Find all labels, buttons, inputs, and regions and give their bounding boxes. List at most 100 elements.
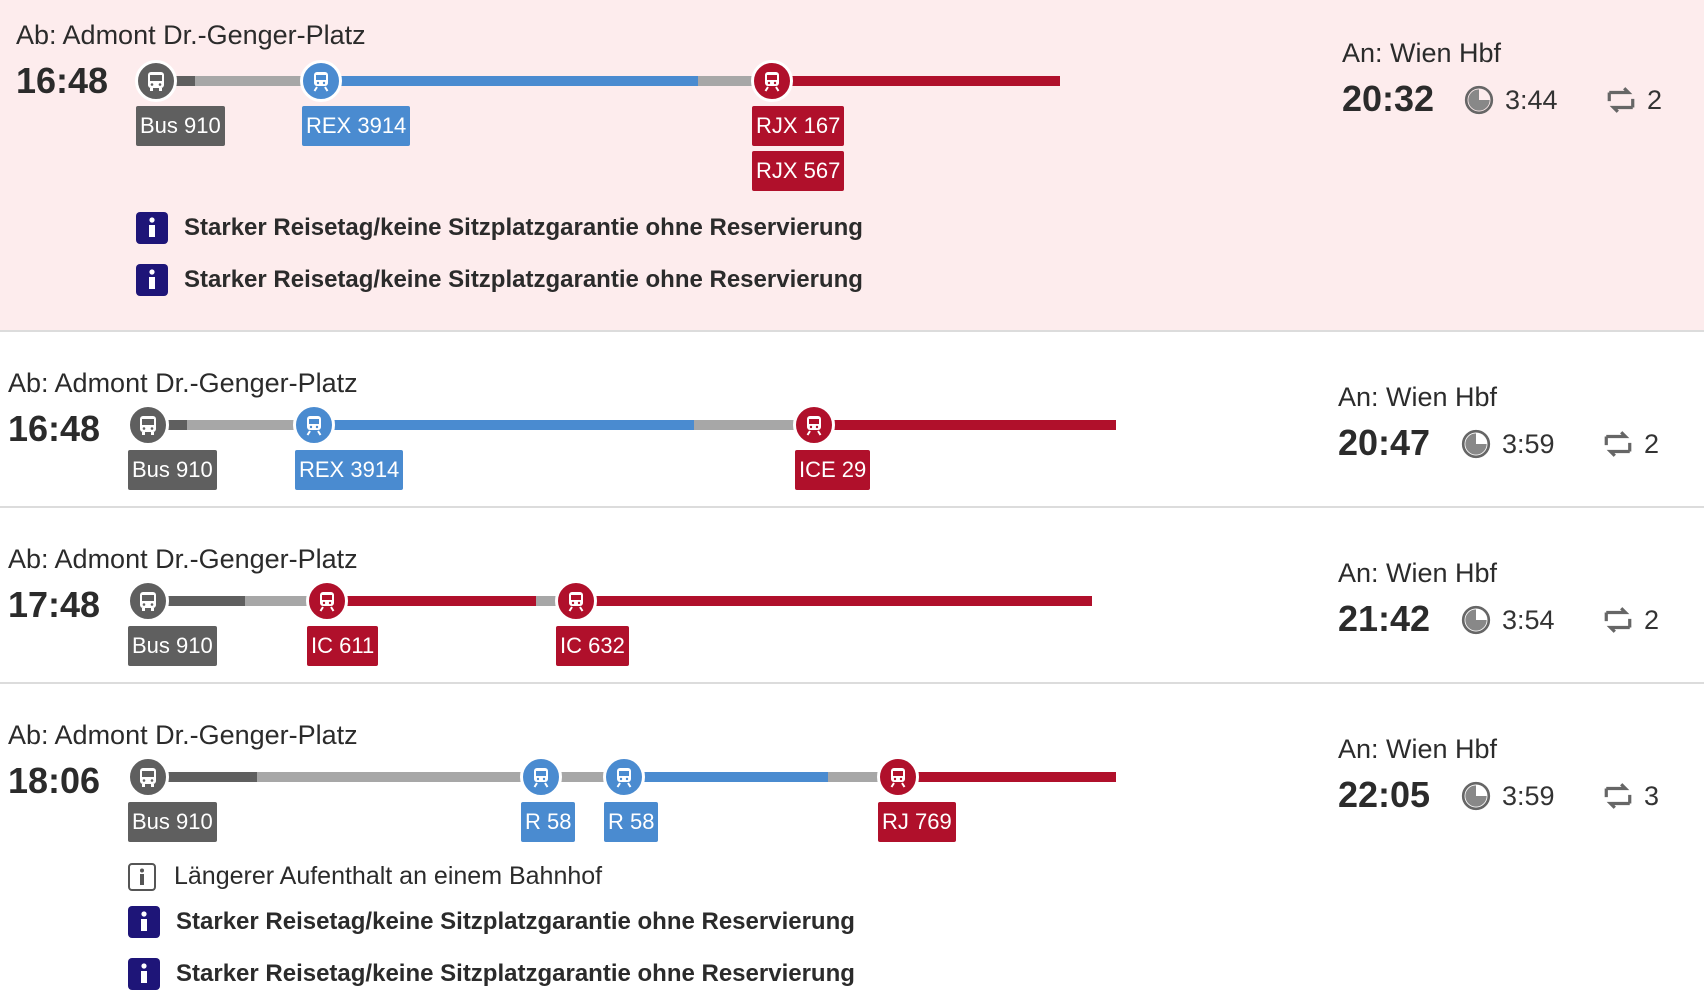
transfer-icon xyxy=(1605,84,1637,116)
departure-time: 17:48 xyxy=(8,584,101,625)
bus-segment xyxy=(147,596,245,606)
walk-segment xyxy=(560,772,624,782)
bus-icon xyxy=(135,60,177,102)
connection-card[interactable]: Ab: Admont Dr.-Genger-Platz 18:06 Bus 91… xyxy=(0,684,1704,1008)
arrival-time: 22:05 xyxy=(1338,774,1431,815)
clock-icon xyxy=(1460,604,1492,636)
leg-badge[interactable]: ICE 29 xyxy=(795,450,871,490)
transfers: 2 xyxy=(1602,428,1659,460)
train-icon xyxy=(520,756,562,798)
regional-train-segment xyxy=(320,76,698,86)
leg-badge[interactable]: IC 632 xyxy=(556,626,629,666)
leg-badge[interactable]: RJ 769 xyxy=(878,802,956,842)
transfers-value: 3 xyxy=(1644,780,1660,811)
leg-badge[interactable]: Bus 910 xyxy=(128,450,217,490)
transfers: 2 xyxy=(1605,84,1662,116)
long-distance-train-segment xyxy=(814,420,1116,430)
walk-segment xyxy=(694,420,814,430)
departure-time: 16:48 xyxy=(16,60,109,101)
clock-icon xyxy=(1463,84,1495,116)
transfer-icon xyxy=(1602,604,1634,636)
clock-icon xyxy=(1460,428,1492,460)
transfer-icon xyxy=(1602,428,1634,460)
leg-badge[interactable]: REX 3914 xyxy=(295,450,404,490)
duration-value: 3:59 xyxy=(1502,780,1555,811)
bus-icon xyxy=(127,580,169,622)
bus-icon xyxy=(127,404,169,446)
leg-badge[interactable]: R 58 xyxy=(521,802,576,842)
transfers-value: 2 xyxy=(1647,84,1663,115)
connection-card[interactable]: Ab: Admont Dr.-Genger-Platz 16:48 Bus 91… xyxy=(0,0,1704,332)
train-icon xyxy=(751,60,793,102)
leg-badge[interactable]: Bus 910 xyxy=(128,802,217,842)
departure-station: Ab: Admont Dr.-Genger-Platz xyxy=(8,720,358,750)
connection-card[interactable]: Ab: Admont Dr.-Genger-Platz 17:48 Bus 91… xyxy=(0,508,1704,684)
info-icon xyxy=(136,212,168,244)
train-icon xyxy=(603,756,645,798)
info-note-text: Längerer Aufenthalt an einem Bahnhof xyxy=(174,862,603,890)
clock-icon xyxy=(1460,780,1492,812)
leg-badge[interactable]: RJX 567 xyxy=(752,151,845,191)
duration-value: 3:44 xyxy=(1505,84,1558,115)
duration: 3:54 xyxy=(1460,604,1555,636)
leg-badge[interactable]: RJX 167 xyxy=(752,106,845,146)
departure-station: Ab: Admont Dr.-Genger-Platz xyxy=(8,368,358,398)
info-icon xyxy=(136,264,168,296)
departure-station: Ab: Admont Dr.-Genger-Platz xyxy=(8,544,358,574)
transfer-icon xyxy=(1602,780,1634,812)
long-distance-train-segment xyxy=(770,76,1060,86)
info-note: Starker Reisetag/keine Sitzplatzgarantie… xyxy=(136,212,863,244)
info-outline-icon xyxy=(128,862,156,891)
arrival-station: An: Wien Hbf xyxy=(1338,734,1498,764)
leg-badge[interactable]: REX 3914 xyxy=(302,106,411,146)
walk-segment xyxy=(257,772,542,782)
duration-value: 3:54 xyxy=(1502,604,1555,635)
train-icon xyxy=(793,404,835,446)
info-note-text: Starker Reisetag/keine Sitzplatzgarantie… xyxy=(176,960,855,987)
departure-time: 16:48 xyxy=(8,408,101,449)
walk-segment xyxy=(187,420,313,430)
bus-segment xyxy=(147,772,257,782)
leg-badge[interactable]: Bus 910 xyxy=(128,626,217,666)
arrival-station: An: Wien Hbf xyxy=(1338,558,1498,588)
info-note-text: Starker Reisetag/keine Sitzplatzgarantie… xyxy=(184,266,863,293)
info-note: Starker Reisetag/keine Sitzplatzgarantie… xyxy=(128,906,855,938)
long-distance-train-segment xyxy=(576,596,1092,606)
duration-value: 3:59 xyxy=(1502,428,1555,459)
train-icon xyxy=(300,60,342,102)
train-icon xyxy=(293,404,335,446)
info-icon xyxy=(128,958,160,990)
regional-train-segment xyxy=(313,420,694,430)
leg-badge[interactable]: Bus 910 xyxy=(136,106,225,146)
walk-segment xyxy=(195,76,320,86)
connection-card[interactable]: Ab: Admont Dr.-Genger-Platz 16:48 Bus 91… xyxy=(0,332,1704,508)
regional-train-segment xyxy=(624,772,828,782)
arrival-time: 20:47 xyxy=(1338,422,1431,463)
arrival-time: 20:32 xyxy=(1342,78,1435,119)
transfers-value: 2 xyxy=(1644,604,1660,635)
info-note-text: Starker Reisetag/keine Sitzplatzgarantie… xyxy=(184,214,863,241)
arrival-station: An: Wien Hbf xyxy=(1342,38,1502,68)
arrival-time: 21:42 xyxy=(1338,598,1431,639)
info-note-text: Starker Reisetag/keine Sitzplatzgarantie… xyxy=(176,908,855,935)
info-note: Längerer Aufenthalt an einem Bahnhof xyxy=(128,862,602,891)
long-distance-train-segment xyxy=(898,772,1116,782)
walk-segment xyxy=(245,596,327,606)
train-icon xyxy=(555,580,597,622)
departure-station: Ab: Admont Dr.-Genger-Platz xyxy=(16,20,366,50)
leg-badge[interactable]: R 58 xyxy=(604,802,659,842)
transfers: 3 xyxy=(1602,780,1659,812)
departure-time: 18:06 xyxy=(8,760,101,801)
long-distance-train-segment xyxy=(327,596,536,606)
info-note: Starker Reisetag/keine Sitzplatzgarantie… xyxy=(128,958,855,990)
train-icon xyxy=(306,580,348,622)
duration: 3:59 xyxy=(1460,780,1555,812)
leg-badge[interactable]: IC 611 xyxy=(307,626,379,666)
bus-icon xyxy=(127,756,169,798)
walk-segment xyxy=(698,76,770,86)
info-note: Starker Reisetag/keine Sitzplatzgarantie… xyxy=(136,264,863,296)
walk-segment xyxy=(828,772,898,782)
train-icon xyxy=(877,756,919,798)
info-icon xyxy=(128,906,160,938)
transfers-value: 2 xyxy=(1644,428,1660,459)
